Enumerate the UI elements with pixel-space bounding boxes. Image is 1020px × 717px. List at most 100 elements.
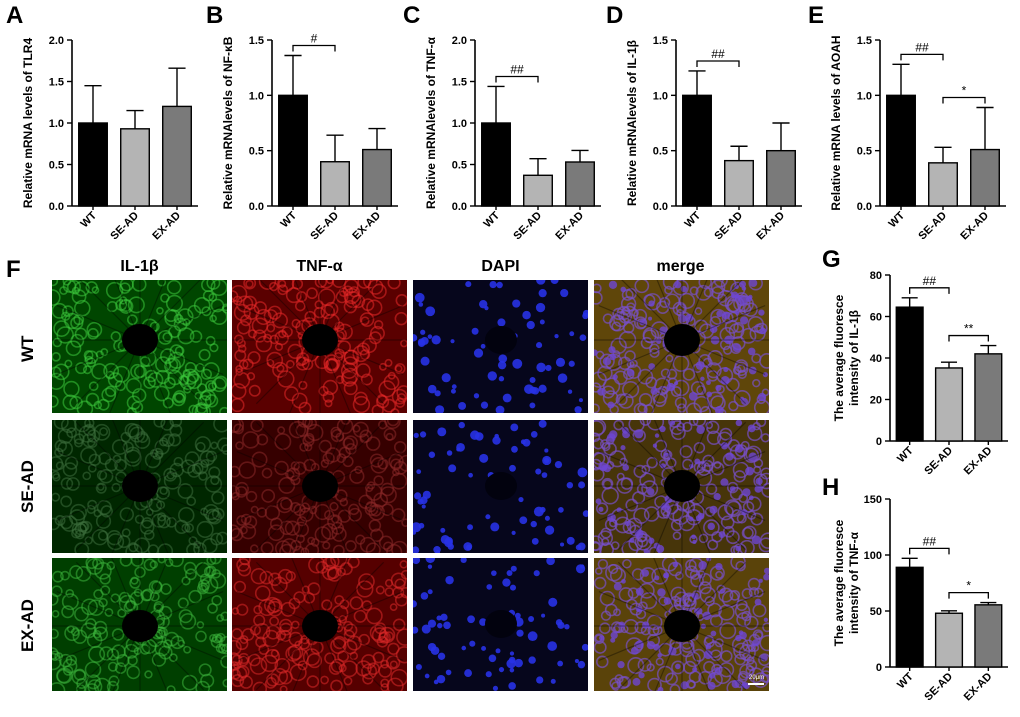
significance-label: ## <box>923 534 937 548</box>
y-tick-label: 0.0 <box>653 201 668 213</box>
y-tick-label: 1.0 <box>452 118 467 130</box>
column-header-merge: merge <box>656 258 705 275</box>
micrograph-se-ad-dapi <box>413 420 588 553</box>
micrograph-se-ad-tnfa <box>232 420 407 553</box>
significance-bracket <box>495 75 539 83</box>
y-axis-label: The average fluoresce <box>832 294 846 421</box>
bar-se-ad <box>523 174 553 207</box>
significance-label: * <box>962 84 967 98</box>
panel-letter-e: E <box>808 2 825 29</box>
y-tick-label: 0.0 <box>452 201 467 213</box>
y-tick-label: 0.0 <box>857 201 872 213</box>
y-axis-label: Relative mRNA levels of TLR4 <box>21 38 35 209</box>
bar-wt <box>895 566 924 668</box>
y-tick-label: 50 <box>870 606 882 618</box>
row-header-ex-ad: EX-AD <box>18 599 37 652</box>
column-header-tnfa: TNF-α <box>296 258 343 275</box>
panel-letter-a: A <box>6 2 24 29</box>
bar-se-ad <box>934 612 964 668</box>
x-tick-label: EX-AD <box>962 671 995 704</box>
bar-wt <box>78 122 108 207</box>
y-axis-label: The average fluoresce <box>832 519 846 646</box>
significance-bracket <box>696 60 740 67</box>
y-axis-label: Relative mRNAlevels of NF-κB <box>221 36 235 209</box>
y-tick-label: 2.0 <box>452 35 467 47</box>
significance-label: ## <box>923 274 937 288</box>
scale-bar-label: 20μm <box>749 675 765 681</box>
significance-bracket <box>909 547 950 555</box>
significance-label: ## <box>510 62 524 76</box>
bar-ex-ad <box>970 148 1000 207</box>
panel-letter-g: G <box>822 246 841 273</box>
y-axis-label: intensity of TNF-α <box>847 531 861 634</box>
micrograph-wt-tnfa <box>232 280 407 413</box>
panel-letter-h: H <box>822 474 840 501</box>
y-tick-label: 80 <box>870 270 882 282</box>
row-header-wt: WT <box>18 335 37 362</box>
y-tick-label: 1.5 <box>452 77 467 89</box>
y-axis-label: Relative mRNAlevels of TNF-α <box>424 36 438 209</box>
panel-letter-d: D <box>606 2 624 29</box>
y-tick-label: 0.5 <box>49 160 64 172</box>
y-tick-label: 1.5 <box>49 77 64 89</box>
y-tick-label: 1.5 <box>653 35 668 47</box>
y-tick-label: 0 <box>876 436 882 448</box>
bar-se-ad <box>120 128 150 207</box>
significance-label: ## <box>915 40 929 54</box>
x-tick-label: SE-AD <box>922 671 955 704</box>
micrograph-ex-ad-tnfa <box>232 558 407 691</box>
y-tick-label: 2.0 <box>49 35 64 47</box>
y-tick-label: 0.5 <box>249 146 264 158</box>
bar-wt <box>895 306 924 442</box>
y-tick-label: 100 <box>864 550 882 562</box>
significance-bracket <box>900 53 944 61</box>
y-tick-label: 40 <box>870 353 882 365</box>
bar-wt <box>481 122 511 207</box>
significance-bracket <box>948 591 989 599</box>
y-tick-label: 0.5 <box>857 146 872 158</box>
panel-letter-f: F <box>6 256 21 283</box>
y-tick-label: 0.0 <box>249 201 264 213</box>
bar-ex-ad <box>766 149 796 207</box>
y-tick-label: 60 <box>870 312 882 324</box>
y-tick-label: 1.0 <box>857 90 872 102</box>
micrograph-se-ad-merge <box>594 420 769 553</box>
significance-label: ** <box>964 322 974 336</box>
y-tick-label: 0 <box>876 662 882 674</box>
scale-bar <box>748 683 764 685</box>
row-header-se-ad: SE-AD <box>18 460 37 513</box>
y-axis-label: intensity of IL-1β <box>847 310 861 406</box>
bar-wt <box>278 94 308 207</box>
significance-bracket <box>909 287 950 294</box>
bar-ex-ad <box>974 604 1003 668</box>
micrograph-wt-dapi <box>413 280 588 413</box>
y-tick-label: 1.0 <box>653 90 668 102</box>
y-tick-label: 20 <box>870 395 882 407</box>
significance-label: * <box>966 579 971 593</box>
x-tick-label: WT <box>895 670 916 691</box>
y-tick-label: 0.5 <box>452 160 467 172</box>
significance-label: ## <box>711 47 725 61</box>
y-tick-label: 1.5 <box>249 35 264 47</box>
micrograph-ex-ad-il1b <box>52 558 227 691</box>
micrograph-wt-merge <box>594 280 769 413</box>
y-tick-label: 0.5 <box>653 146 668 158</box>
micrograph-se-ad-il1b <box>52 420 227 553</box>
y-axis-label: Relative mRNA levels of AOAH <box>829 35 843 210</box>
significance-bracket <box>948 334 989 342</box>
micrograph-ex-ad-merge <box>594 558 769 691</box>
y-tick-label: 1.5 <box>857 35 872 47</box>
y-tick-label: 0.0 <box>49 201 64 213</box>
significance-label: # <box>311 31 318 45</box>
y-tick-label: 1.0 <box>49 118 64 130</box>
panel-letter-b: B <box>206 2 224 29</box>
significance-bracket <box>292 44 336 52</box>
y-tick-label: 1.0 <box>249 90 264 102</box>
panel-letter-c: C <box>403 2 421 29</box>
